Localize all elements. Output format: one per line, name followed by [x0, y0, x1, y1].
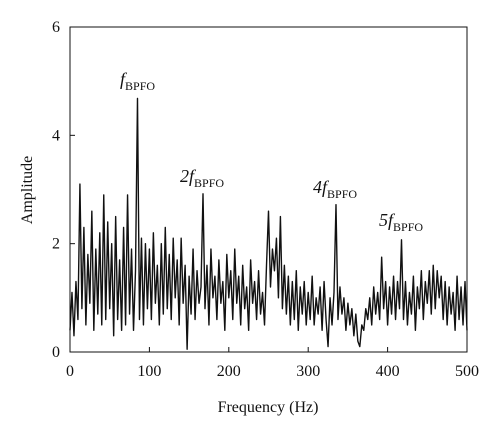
x-tick-label: 200 — [217, 363, 241, 380]
peak-annotation: fBPFO — [120, 69, 155, 93]
peak-annotation: 5fBPFO — [379, 210, 423, 234]
peak-annotation: 2fBPFO — [180, 166, 224, 190]
x-tick-label: 400 — [376, 363, 400, 380]
annotation-text: 5f — [379, 210, 396, 230]
annotation-text: 2f — [180, 166, 197, 186]
spectrum-line — [69, 97, 468, 350]
y-tick-label: 0 — [52, 344, 60, 361]
peak-annotation: 4fBPFO — [313, 177, 357, 201]
x-tick-label: 0 — [66, 363, 74, 380]
annotation-text: 4f — [313, 177, 330, 197]
y-tick-label: 4 — [52, 127, 60, 144]
annotation-subscript: BPFO — [393, 220, 423, 234]
annotation-subscript: BPFO — [125, 79, 155, 93]
plot-frame — [69, 26, 468, 353]
x-tick-label: 300 — [296, 363, 320, 380]
x-tick-label: 100 — [137, 363, 161, 380]
annotation-text: f — [120, 69, 128, 89]
y-tick-label: 6 — [52, 19, 60, 36]
x-axis-title: Frequency (Hz) — [218, 399, 319, 416]
y-tick-label: 2 — [52, 236, 60, 253]
x-tick-label: 500 — [455, 363, 479, 380]
y-axis-title: Amplitude — [19, 156, 36, 224]
annotation-subscript: BPFO — [327, 187, 357, 201]
annotation-subscript: BPFO — [194, 176, 224, 190]
